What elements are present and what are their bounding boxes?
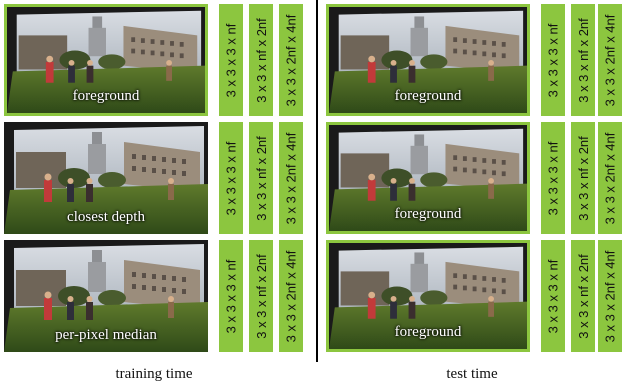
training-image-label: foreground — [72, 88, 140, 104]
conv-layer-3-bar: 3 x 3 x 2nf x 4nf — [598, 122, 622, 234]
test-image-label: foreground — [394, 88, 462, 104]
test-foreground-image: foreground — [326, 4, 530, 116]
test-image-label: foreground — [394, 324, 462, 340]
training-image-label: closest depth — [67, 209, 145, 225]
conv-layer-1-bar: 3 x 3 x 3 x nf — [541, 122, 565, 234]
training-time-caption: training time — [115, 366, 193, 382]
test-image-label: foreground — [394, 206, 462, 222]
conv-layer-1-bar: 3 x 3 x 3 x nf — [219, 122, 243, 234]
conv-layer-1-bar: 3 x 3 x 3 x nf — [541, 240, 565, 352]
test-time-caption: test time — [446, 366, 498, 382]
conv-layer-2-bar: 3 x 3 x nf x 2nf — [249, 240, 273, 352]
conv-layer-3-bar: 3 x 3 x 2nf x 4nf — [279, 240, 303, 352]
conv-layer-2-bar: 3 x 3 x nf x 2nf — [571, 122, 595, 234]
conv-layer-1-bar: 3 x 3 x 3 x nf — [219, 240, 243, 352]
conv-layer-2-bar: 3 x 3 x nf x 2nf — [571, 240, 595, 352]
test-foreground-image: foreground — [326, 240, 530, 352]
test-foreground-image: foreground — [326, 122, 530, 234]
conv-layer-3-bar: 3 x 3 x 2nf x 4nf — [279, 122, 303, 234]
conv-layer-1-bar: 3 x 3 x 3 x nf — [541, 4, 565, 116]
training-foreground-image: foreground — [4, 4, 208, 116]
panel-divider — [316, 0, 318, 362]
training-closest-depth-image: closest depth — [4, 122, 208, 234]
training-per-pixel-median-image: per-pixel median — [4, 240, 208, 352]
conv-layer-3-bar: 3 x 3 x 2nf x 4nf — [279, 4, 303, 116]
conv-layer-2-bar: 3 x 3 x nf x 2nf — [249, 122, 273, 234]
conv-layer-3-bar: 3 x 3 x 2nf x 4nf — [598, 4, 622, 116]
training-image-label: per-pixel median — [55, 327, 157, 343]
conv-layer-1-bar: 3 x 3 x 3 x nf — [219, 4, 243, 116]
conv-layer-2-bar: 3 x 3 x nf x 2nf — [571, 4, 595, 116]
conv-layer-2-bar: 3 x 3 x nf x 2nf — [249, 4, 273, 116]
conv-layer-3-bar: 3 x 3 x 2nf x 4nf — [598, 240, 622, 352]
